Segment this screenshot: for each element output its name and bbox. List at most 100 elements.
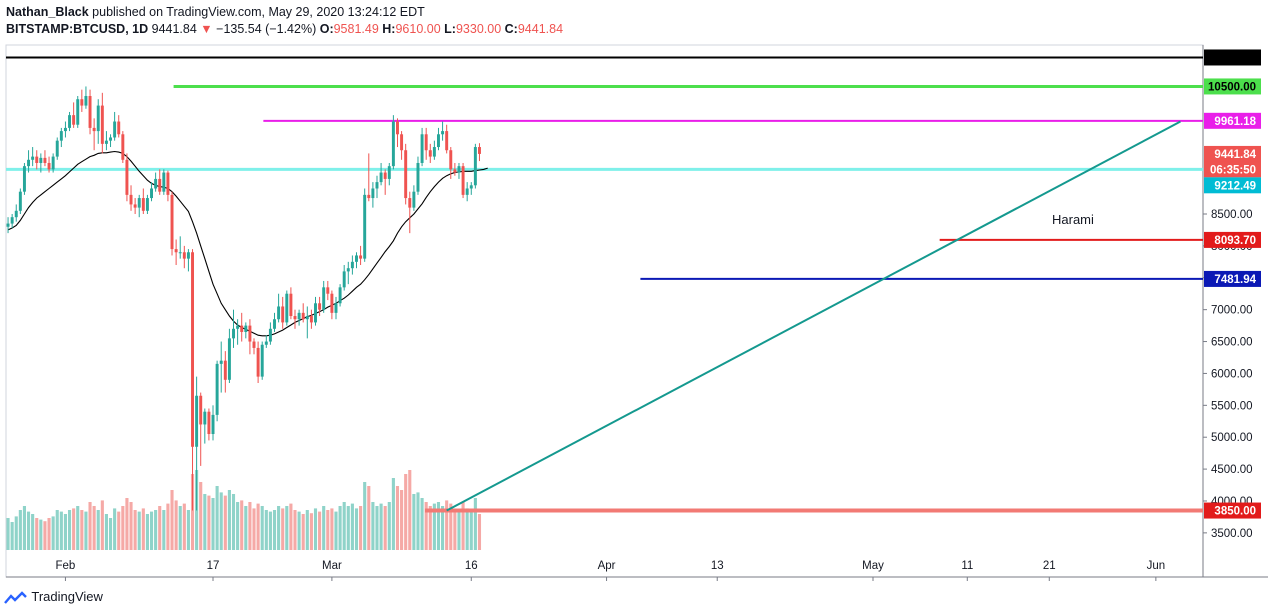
candle-body (391, 121, 395, 167)
volume-bar (412, 494, 416, 550)
brand-name[interactable]: TradingView (31, 589, 103, 604)
volume-bar (240, 500, 244, 550)
volume-bar (236, 502, 240, 550)
candle-body (428, 150, 432, 157)
candle-body (359, 255, 363, 259)
y-tick-label: 3500.00 (1211, 528, 1253, 540)
author-name[interactable]: Nathan_Black (6, 5, 89, 19)
candle-body (199, 395, 203, 425)
volume-bar (309, 513, 313, 550)
volume-bar (47, 518, 51, 550)
candle-body (18, 191, 22, 211)
volume-bar (43, 521, 47, 550)
volume-bar (219, 492, 223, 550)
volume-bar (379, 503, 383, 550)
volume-bar (367, 486, 371, 550)
candle-body (203, 411, 207, 425)
candle-body (309, 316, 313, 323)
volume-bar (145, 514, 149, 550)
candle-body (465, 188, 469, 195)
volume-bar (72, 508, 76, 550)
price-label-box (1204, 177, 1261, 194)
candle-body (305, 316, 309, 320)
candle-body (100, 105, 104, 144)
candle-body (84, 96, 88, 106)
volume-bar (445, 500, 449, 550)
x-tick-label: 21 (1043, 560, 1056, 572)
candle-body (72, 115, 76, 125)
symbol-label[interactable]: BITSTAMP:BTCUSD, 1D (6, 22, 149, 36)
price-label-box (1204, 270, 1261, 287)
candle-body (109, 137, 113, 141)
volume-bar (334, 511, 338, 550)
candle-body (432, 147, 436, 157)
candle-body (6, 223, 10, 227)
volume-bar (277, 506, 281, 550)
candle-body (346, 268, 350, 272)
volume-bar (404, 474, 408, 550)
volume-bar (326, 510, 330, 550)
volume-bar (125, 498, 129, 550)
candle-body (240, 325, 244, 332)
volume-bar (84, 511, 88, 550)
volume-bar (436, 502, 441, 550)
volume-bar (342, 502, 346, 550)
candle-body (236, 325, 240, 329)
candle-body (141, 198, 145, 211)
volume-bar (39, 519, 43, 550)
volume-bar (260, 506, 264, 550)
ohlc-line: BITSTAMP:BTCUSD, 1D 9441.84 ▼ −135.54 (−… (6, 21, 906, 38)
volume-bar (453, 510, 457, 550)
candle-body (264, 341, 268, 345)
volume-bar (281, 508, 285, 550)
volume-bar (18, 510, 22, 550)
volume-bar (154, 510, 158, 550)
candle-body (248, 325, 252, 342)
volume-bar (35, 518, 39, 550)
y-tick-label: 7000.00 (1211, 305, 1253, 317)
candle-body (342, 271, 346, 288)
candle-body (441, 131, 445, 135)
volume-bar (420, 498, 424, 550)
volume-bar (170, 490, 174, 550)
chart-header: Nathan_Black published on TradingView.co… (6, 4, 906, 40)
volume-bar (174, 500, 178, 550)
candle-body (92, 127, 96, 132)
volume-bar (248, 502, 252, 550)
volume-bar (293, 510, 297, 550)
price-label-box (1204, 49, 1261, 66)
candle-body (174, 249, 178, 253)
volume-bar (190, 474, 195, 550)
volume-bar (108, 518, 113, 550)
volume-bar (473, 498, 477, 550)
candle-body (293, 316, 297, 320)
candle-body (314, 303, 317, 323)
candle-body (400, 134, 404, 151)
volume-bar (231, 494, 236, 550)
candle-body (31, 156, 35, 160)
candle-body (260, 344, 264, 377)
candle-body (14, 210, 18, 218)
price-label-box (1204, 231, 1261, 248)
candle-body (338, 287, 342, 304)
volume-bar (461, 502, 465, 550)
volume-bar (55, 510, 59, 550)
candle-body (383, 172, 387, 179)
volume-bar (182, 503, 186, 550)
volume-bar (408, 470, 412, 550)
price-label: 9212.49 (1214, 180, 1256, 192)
candle-body (63, 127, 67, 132)
volume-bar (31, 514, 35, 550)
candle-body (178, 252, 182, 254)
candle-body (416, 162, 420, 192)
volume-bar (359, 506, 363, 550)
volume-bar (137, 511, 141, 550)
candle-body (121, 134, 125, 160)
candle-body (285, 293, 289, 323)
volume-bar (186, 510, 190, 550)
volume-bar (203, 494, 207, 550)
candle-body (404, 150, 408, 199)
y-tick-label: 5500.00 (1211, 400, 1253, 412)
x-tick-label: May (862, 560, 884, 572)
